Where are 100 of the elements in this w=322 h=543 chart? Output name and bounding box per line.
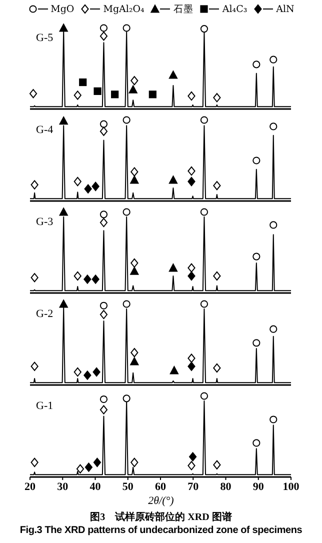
point: [100, 405, 108, 414]
point: [130, 357, 139, 366]
chart-title: G-1: [36, 400, 54, 412]
point: [93, 458, 102, 468]
point: [122, 24, 130, 32]
point: [122, 394, 130, 402]
point: [200, 116, 208, 124]
point: [122, 300, 130, 308]
point: [188, 166, 196, 176]
caption: Fig.3 The XRD patterns of undecarbonized zone of specimens: [18, 524, 304, 537]
point: [252, 156, 260, 164]
point: [59, 24, 68, 32]
point: [188, 271, 196, 281]
point: [92, 367, 100, 377]
point: [213, 93, 221, 102]
x-tick-label: 40: [90, 480, 102, 493]
x-tick-label: 60: [155, 480, 166, 493]
point: [100, 310, 108, 320]
point: [100, 302, 108, 310]
legend-label: 石墨: [173, 2, 194, 16]
caption: 图3 试样原砖部位的 XRD 图谱: [89, 511, 233, 524]
x-tick-label: 50: [122, 480, 134, 493]
point: [130, 76, 138, 86]
point: [148, 90, 156, 98]
x-axis-title: 2θ/(°): [147, 495, 175, 508]
point: [74, 176, 82, 186]
legend-label: MgAl₂O₄: [103, 4, 144, 14]
point: [100, 120, 108, 128]
point: [130, 348, 138, 358]
point: [59, 116, 68, 125]
point: [79, 78, 87, 86]
x-tick-label: 70: [188, 480, 200, 493]
point: [188, 91, 196, 101]
point: [111, 90, 119, 98]
point: [213, 181, 221, 190]
point: [30, 180, 38, 190]
point: [270, 325, 278, 333]
point: [270, 416, 278, 424]
point: [188, 263, 196, 272]
point: [100, 24, 108, 32]
point: [252, 439, 260, 447]
point: [100, 218, 108, 228]
point: [100, 395, 108, 404]
point: [30, 273, 38, 282]
legend-label: AlN: [276, 4, 294, 14]
point: [270, 221, 278, 229]
point: [168, 70, 178, 79]
chart-title: G-3: [36, 216, 54, 228]
point: [122, 116, 130, 124]
chart-title: G-4: [36, 124, 54, 136]
point: [252, 339, 260, 347]
legend-label: MgO: [50, 4, 74, 14]
point: [252, 252, 260, 260]
point: [84, 274, 92, 284]
point: [74, 367, 82, 377]
point: [74, 90, 82, 100]
point: [170, 366, 179, 374]
point: [92, 182, 100, 192]
point: [270, 56, 278, 64]
point: [130, 176, 139, 184]
point: [128, 85, 138, 94]
point: [100, 32, 108, 41]
point: [189, 452, 197, 462]
point: [200, 300, 208, 308]
x-tick-label: 30: [57, 480, 69, 493]
point: [84, 184, 92, 194]
point: [188, 461, 196, 470]
point: [200, 25, 208, 33]
chart-title: G-5: [36, 32, 54, 44]
x-tick-label: 80: [220, 480, 232, 493]
point: [100, 126, 108, 136]
point: [76, 464, 84, 474]
point: [84, 462, 93, 472]
point: [168, 176, 178, 184]
point: [59, 300, 68, 308]
point: [100, 210, 108, 218]
point: [30, 362, 38, 371]
point: [213, 460, 221, 470]
x-tick-label: 20: [24, 480, 36, 493]
point: [188, 354, 196, 363]
point: [200, 208, 208, 216]
point: [130, 266, 139, 275]
point: [130, 458, 138, 468]
point: [92, 274, 100, 284]
point: [30, 458, 38, 468]
point: [213, 271, 221, 281]
point: [130, 167, 138, 176]
point: [252, 60, 260, 68]
legend-label: Al₄C₃: [222, 4, 248, 14]
point: [59, 208, 68, 216]
x-tick-label: 90: [252, 480, 264, 493]
point: [29, 89, 38, 98]
chart-title: G-2: [36, 308, 54, 320]
point: [94, 87, 102, 95]
point: [200, 392, 208, 400]
point: [270, 122, 278, 130]
point: [130, 258, 138, 268]
point: [213, 363, 221, 373]
point: [122, 208, 130, 216]
point: [188, 176, 196, 186]
